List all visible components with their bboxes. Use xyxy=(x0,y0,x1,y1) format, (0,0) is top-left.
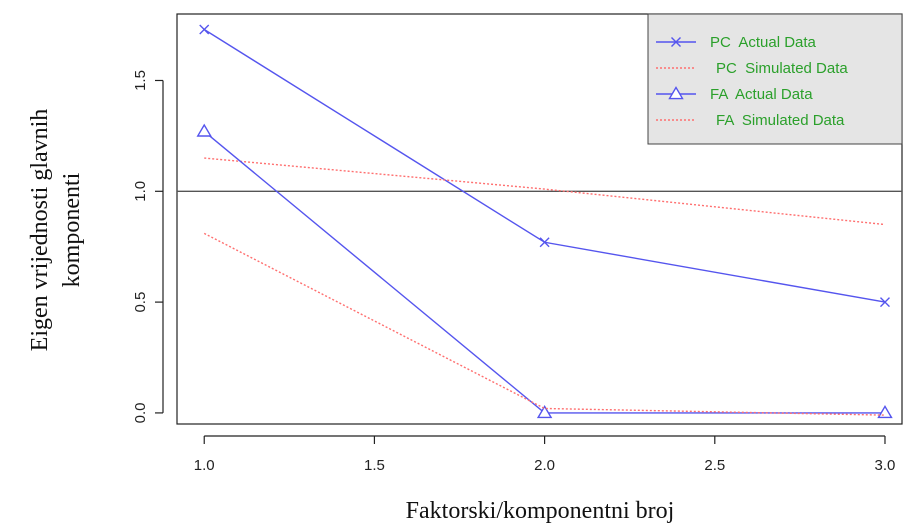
legend-label-0: PC Actual Data xyxy=(710,34,817,51)
x-tick-label: 2.5 xyxy=(704,457,725,474)
legend-marker-0 xyxy=(671,37,681,47)
y-tick-label: 1.0 xyxy=(132,181,149,202)
legend-box xyxy=(647,13,903,145)
series-line-1 xyxy=(204,157,886,226)
data-point-0-0 xyxy=(199,24,210,35)
x-axis-title: Faktorski/komponentni broj xyxy=(406,498,675,524)
legend-label-1: PC Simulated Data xyxy=(716,60,848,77)
series-layer xyxy=(196,24,893,419)
data-point-2-2 xyxy=(877,405,893,419)
x-tick-label: 3.0 xyxy=(875,457,896,474)
data-point-0-1 xyxy=(539,237,550,248)
y-tick-label: 0.5 xyxy=(132,292,149,313)
x-tick-label: 1.5 xyxy=(364,457,385,474)
data-point-2-0 xyxy=(196,123,212,137)
axes: 1.0 1.5 2.0 2.5 3.0 0.0 0.5 1.0 1.5 xyxy=(132,70,895,474)
legend-label-2: FA Actual Data xyxy=(710,86,813,103)
series-line-3 xyxy=(203,232,885,416)
y-axis-title-line-1: Eigen vrijednosti glavnih xyxy=(27,109,53,352)
data-point-0-2 xyxy=(879,297,890,308)
x-tick-label: 2.0 xyxy=(534,457,555,474)
y-axis-title: Eigen vrijednosti glavnih komponenti xyxy=(27,109,85,352)
y-tick-label: 1.5 xyxy=(132,70,149,91)
data-point-2-1 xyxy=(536,405,553,419)
y-tick-label: 0.0 xyxy=(132,402,149,423)
legend-marker-2 xyxy=(668,86,684,100)
legend-label-3: FA Simulated Data xyxy=(716,112,845,129)
y-axis-title-line-2: komponenti xyxy=(59,172,85,287)
legend: PC Actual Data PC Simulated Data FA Actual… xyxy=(647,13,903,145)
x-tick-label: 1.0 xyxy=(194,457,215,474)
